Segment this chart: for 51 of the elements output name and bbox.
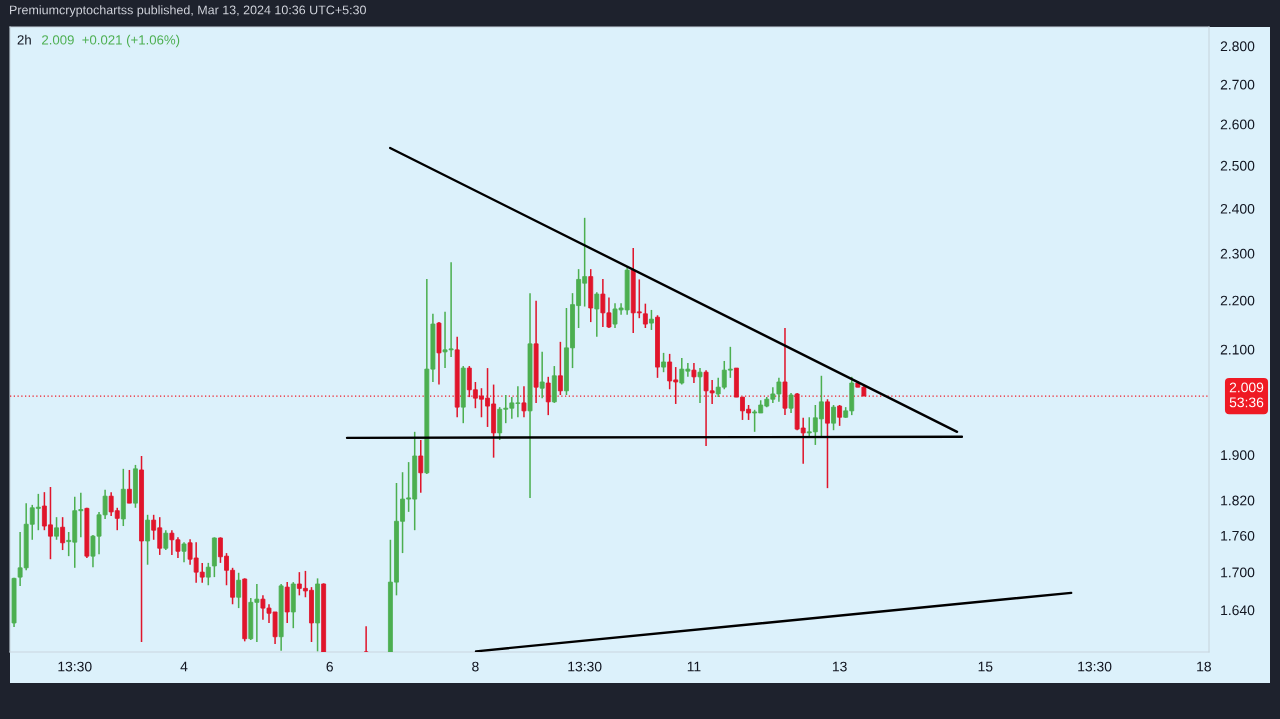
candlestick xyxy=(594,291,600,338)
candlestick xyxy=(691,362,697,384)
x-tick-label: 4 xyxy=(180,661,188,672)
candlestick xyxy=(661,352,666,373)
candlestick xyxy=(181,541,187,564)
y-tick-label: 2.500 xyxy=(1220,160,1255,171)
x-tick-label: 15 xyxy=(978,661,993,672)
candlestick xyxy=(557,341,563,396)
y-tick-label: 2.300 xyxy=(1220,248,1255,259)
text: 2.009 +0.021 (+1.06%) xyxy=(42,34,180,48)
candlestick xyxy=(145,514,151,566)
candlestick xyxy=(697,367,703,404)
candlestick xyxy=(205,562,211,587)
x-tick-label: 13:30 xyxy=(1078,661,1112,672)
y-tick-label: 1.640 xyxy=(1221,605,1255,616)
text: Premiumcryptochartss published, Mar 13, 2024 10:36 UTC+5:30 xyxy=(10,5,366,17)
candlestick xyxy=(837,404,843,427)
candlestick xyxy=(363,625,369,652)
y-tick-label: 2.200 xyxy=(1220,295,1255,306)
candlestick xyxy=(545,376,551,416)
candlestick xyxy=(642,302,648,329)
y-tick-label: 1.900 xyxy=(1221,450,1255,461)
x-tick-label: 13 xyxy=(832,661,847,672)
candlestick xyxy=(236,572,242,609)
ref-line-label: 2.009 53:36 xyxy=(1229,382,1264,408)
candlestick xyxy=(54,516,59,541)
candlestick xyxy=(521,385,527,419)
x-tick-label: 18 xyxy=(1197,661,1211,672)
x-tick-label: 13:30 xyxy=(568,661,602,672)
candlestick xyxy=(831,404,836,431)
y-tick-label: 2.400 xyxy=(1220,203,1255,214)
y-tick-label: 2.100 xyxy=(1220,344,1255,355)
x-tick-label: 6 xyxy=(326,661,333,672)
y-tick-label: 1.760 xyxy=(1221,530,1255,541)
chart-title: 2h xyxy=(17,34,31,45)
y-tick-label: 2.600 xyxy=(1220,119,1255,130)
candlestick xyxy=(60,516,66,551)
x-tick-label: 13:30 xyxy=(58,661,92,672)
candlestick xyxy=(649,309,654,331)
x-tick-label: 11 xyxy=(687,661,701,672)
x-tick-label: 8 xyxy=(472,661,479,672)
candlestick xyxy=(788,392,794,414)
y-tick-label: 1.820 xyxy=(1221,495,1255,506)
candlestick xyxy=(825,398,830,489)
candlestick xyxy=(418,439,424,494)
candlestick xyxy=(163,529,169,551)
candlestick xyxy=(539,351,545,399)
y-tick-label: 2.700 xyxy=(1220,79,1255,90)
y-tick-label: 1.700 xyxy=(1221,567,1255,578)
candlestick xyxy=(126,469,132,504)
y-tick-label: 2.800 xyxy=(1220,41,1255,52)
